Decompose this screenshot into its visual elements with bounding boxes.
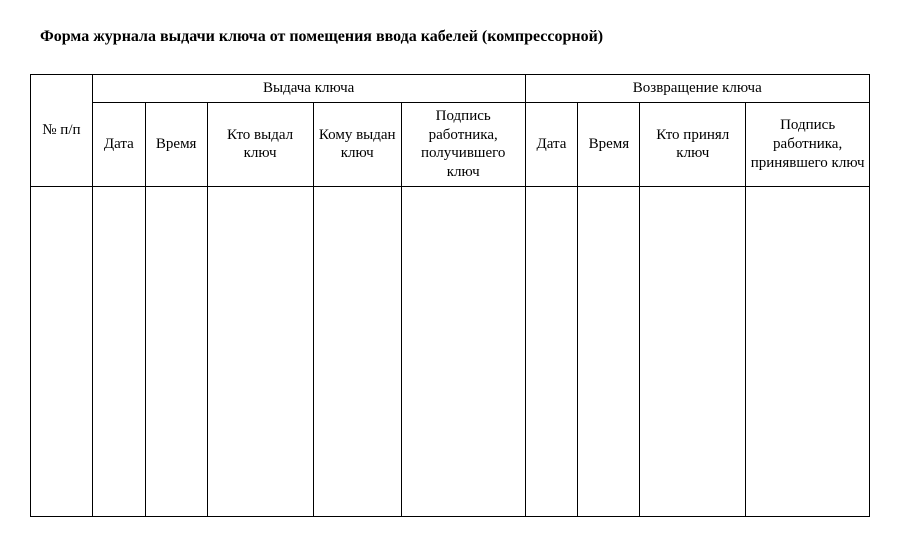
col-header-date1: Дата: [92, 102, 145, 186]
cell-who-accepted: [640, 186, 746, 516]
col-header-sign-received: Подпись работника, получившего ключ: [401, 102, 525, 186]
col-header-group-return: Возвращение ключа: [525, 75, 869, 103]
cell-date1: [92, 186, 145, 516]
col-header-time2: Время: [578, 102, 640, 186]
col-header-who-issued: Кто выдал ключ: [207, 102, 313, 186]
header-row-columns: Дата Время Кто выдал ключ Кому выдан клю…: [31, 102, 870, 186]
cell-time2: [578, 186, 640, 516]
cell-sign-received: [401, 186, 525, 516]
col-header-sign-accepted: Подпись работника, принявшего ключ: [746, 102, 870, 186]
table-row: [31, 186, 870, 516]
cell-num: [31, 186, 93, 516]
col-header-group-issuance: Выдача ключа: [92, 75, 525, 103]
cell-time1: [145, 186, 207, 516]
cell-who-issued: [207, 186, 313, 516]
page-title: Форма журнала выдачи ключа от помещения …: [40, 28, 870, 46]
cell-to-whom: [313, 186, 401, 516]
col-header-time1: Время: [145, 102, 207, 186]
cell-date2: [525, 186, 578, 516]
col-header-to-whom: Кому выдан ключ: [313, 102, 401, 186]
col-header-date2: Дата: [525, 102, 578, 186]
col-header-who-accepted: Кто принял ключ: [640, 102, 746, 186]
key-log-table: № п/п Выдача ключа Возвращение ключа Дат…: [30, 74, 870, 517]
cell-sign-accepted: [746, 186, 870, 516]
header-row-groups: № п/п Выдача ключа Возвращение ключа: [31, 75, 870, 103]
col-header-num: № п/п: [31, 75, 93, 187]
